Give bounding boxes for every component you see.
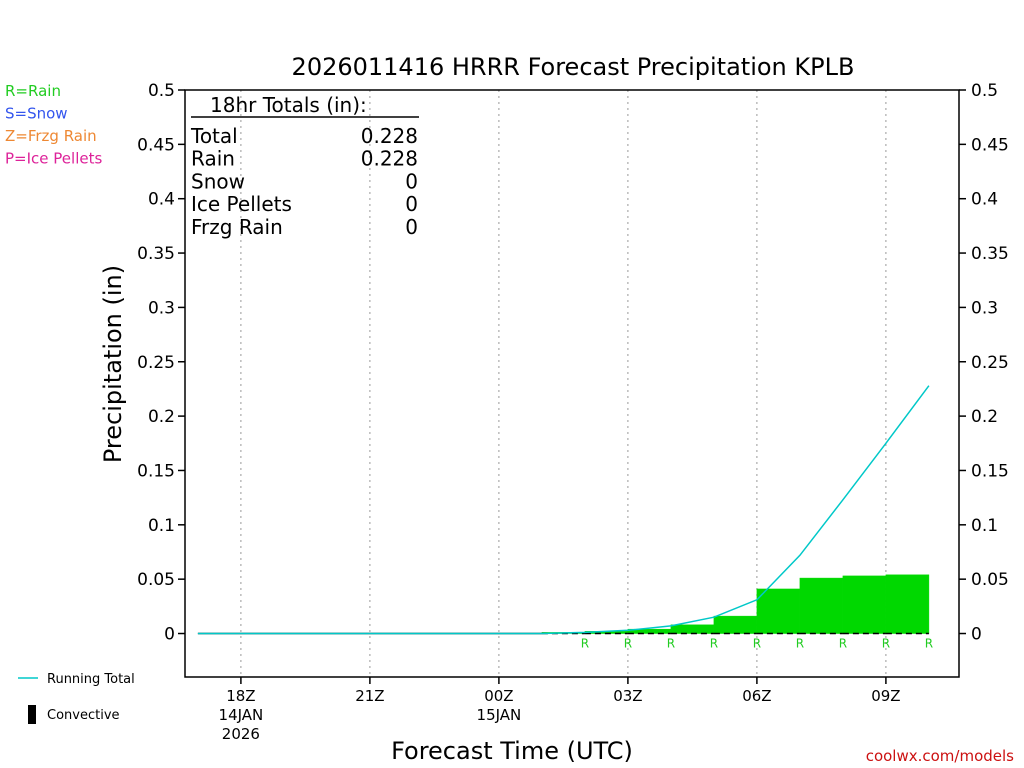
- x-axis-label: Forecast Time (UTC): [391, 737, 633, 765]
- y-tick-label: 0.4: [148, 190, 175, 210]
- ptype-label: R: [925, 637, 933, 651]
- totals-row-label: Frzg Rain: [191, 215, 283, 239]
- y-axis-left: 0 0.05 0.1 0.15 0.2 0.25 0.3 0.35 0.4 0.45 0.5: [137, 81, 185, 645]
- x-tick-date: 15JAN: [477, 706, 522, 724]
- y-tick-label: 0.25: [137, 353, 175, 373]
- ptype-label: R: [753, 637, 761, 651]
- x-tick-year: 2026: [222, 725, 260, 743]
- totals-row-value: 0: [405, 169, 418, 193]
- totals-row-value: 0.228: [361, 124, 418, 148]
- y-tick-label: 0.05: [971, 570, 1009, 590]
- y-tick-label: 0.4: [971, 190, 998, 210]
- y-tick-label: 0.35: [137, 244, 175, 264]
- y-tick-label: 0: [164, 625, 175, 645]
- running-total-line: [197, 385, 930, 635]
- x-tick-label: 03Z: [613, 687, 642, 705]
- totals-row-label: Total: [190, 124, 238, 148]
- y-tick-label: 0.25: [971, 353, 1009, 373]
- y-tick-label: 0.2: [148, 407, 175, 427]
- y-tick-label: 0.1: [971, 516, 998, 536]
- ptype-label: R: [882, 637, 890, 651]
- ptype-legend: R=Rain S=Snow Z=Frzg Rain P=Ice Pellets: [5, 82, 102, 168]
- ptype-label: R: [839, 637, 847, 651]
- totals-box: 18hr Totals (in): Total 0.228 Rain 0.228 Snow…: [190, 93, 419, 239]
- totals-row-value: 0.228: [361, 147, 418, 171]
- series-legend: Running Total Convective: [18, 672, 135, 724]
- chart-title: 2026011416 HRRR Forecast Precipitation K…: [292, 53, 855, 81]
- ptype-legend-item: S=Snow: [5, 105, 68, 123]
- x-tick-date: 14JAN: [219, 706, 264, 724]
- y-tick-label: 0.3: [148, 298, 175, 318]
- ptype-label: R: [624, 637, 632, 651]
- grid-lines: [240, 90, 887, 677]
- ptype-legend-item: R=Rain: [5, 82, 61, 100]
- ptype-label: R: [667, 637, 675, 651]
- ptype-legend-item: P=Ice Pellets: [5, 150, 102, 168]
- y-tick-label: 0: [971, 625, 982, 645]
- x-tick-label: 09Z: [871, 687, 900, 705]
- ptype-label: R: [796, 637, 804, 651]
- y-tick-label: 0.05: [137, 570, 175, 590]
- precip-bar: [670, 624, 715, 634]
- ptype-label: R: [581, 637, 589, 651]
- y-tick-label: 0.3: [971, 298, 998, 318]
- x-tick-label: 18Z: [226, 687, 255, 705]
- y-tick-label: 0.5: [148, 81, 175, 101]
- plot-frame: [184, 89, 960, 678]
- ptype-legend-item: Z=Frzg Rain: [5, 127, 97, 145]
- precip-bar: [842, 575, 887, 634]
- y-axis-label: Precipitation (in): [99, 265, 127, 463]
- legend-label: Convective: [47, 708, 120, 723]
- y-tick-label: 0.15: [971, 461, 1009, 481]
- precip-bar: [799, 577, 844, 634]
- y-tick-label: 0.5: [971, 81, 998, 101]
- ptype-label: R: [710, 637, 718, 651]
- y-tick-label: 0.45: [137, 135, 175, 155]
- totals-row-value: 0: [405, 192, 418, 216]
- y-tick-label: 0.15: [137, 461, 175, 481]
- totals-heading: 18hr Totals (in):: [210, 93, 367, 117]
- precip-bar: [885, 574, 930, 634]
- x-tick-label: 21Z: [355, 687, 384, 705]
- y-axis-right: 0 0.05 0.1 0.15 0.2 0.25 0.3 0.35 0.4 0.45 0.5: [959, 81, 1009, 645]
- totals-row-label: Rain: [191, 147, 235, 171]
- y-tick-label: 0.35: [971, 244, 1009, 264]
- x-tick-label: 06Z: [742, 687, 771, 705]
- precip-bar: [756, 588, 801, 634]
- totals-row-label: Snow: [191, 169, 245, 193]
- legend-label: Running Total: [47, 672, 135, 687]
- y-tick-label: 0.1: [148, 516, 175, 536]
- credit-text: coolwx.com/models: [866, 747, 1014, 765]
- precip-bar: [713, 615, 758, 634]
- totals-row-value: 0: [405, 215, 418, 239]
- running-total-layer: [197, 385, 930, 635]
- bars-layer: [541, 574, 930, 634]
- totals-row-label: Ice Pellets: [191, 192, 292, 216]
- y-tick-label: 0.2: [971, 407, 998, 427]
- y-tick-label: 0.45: [971, 135, 1009, 155]
- legend-bar-swatch: [28, 705, 36, 724]
- x-tick-label: 00Z: [484, 687, 513, 705]
